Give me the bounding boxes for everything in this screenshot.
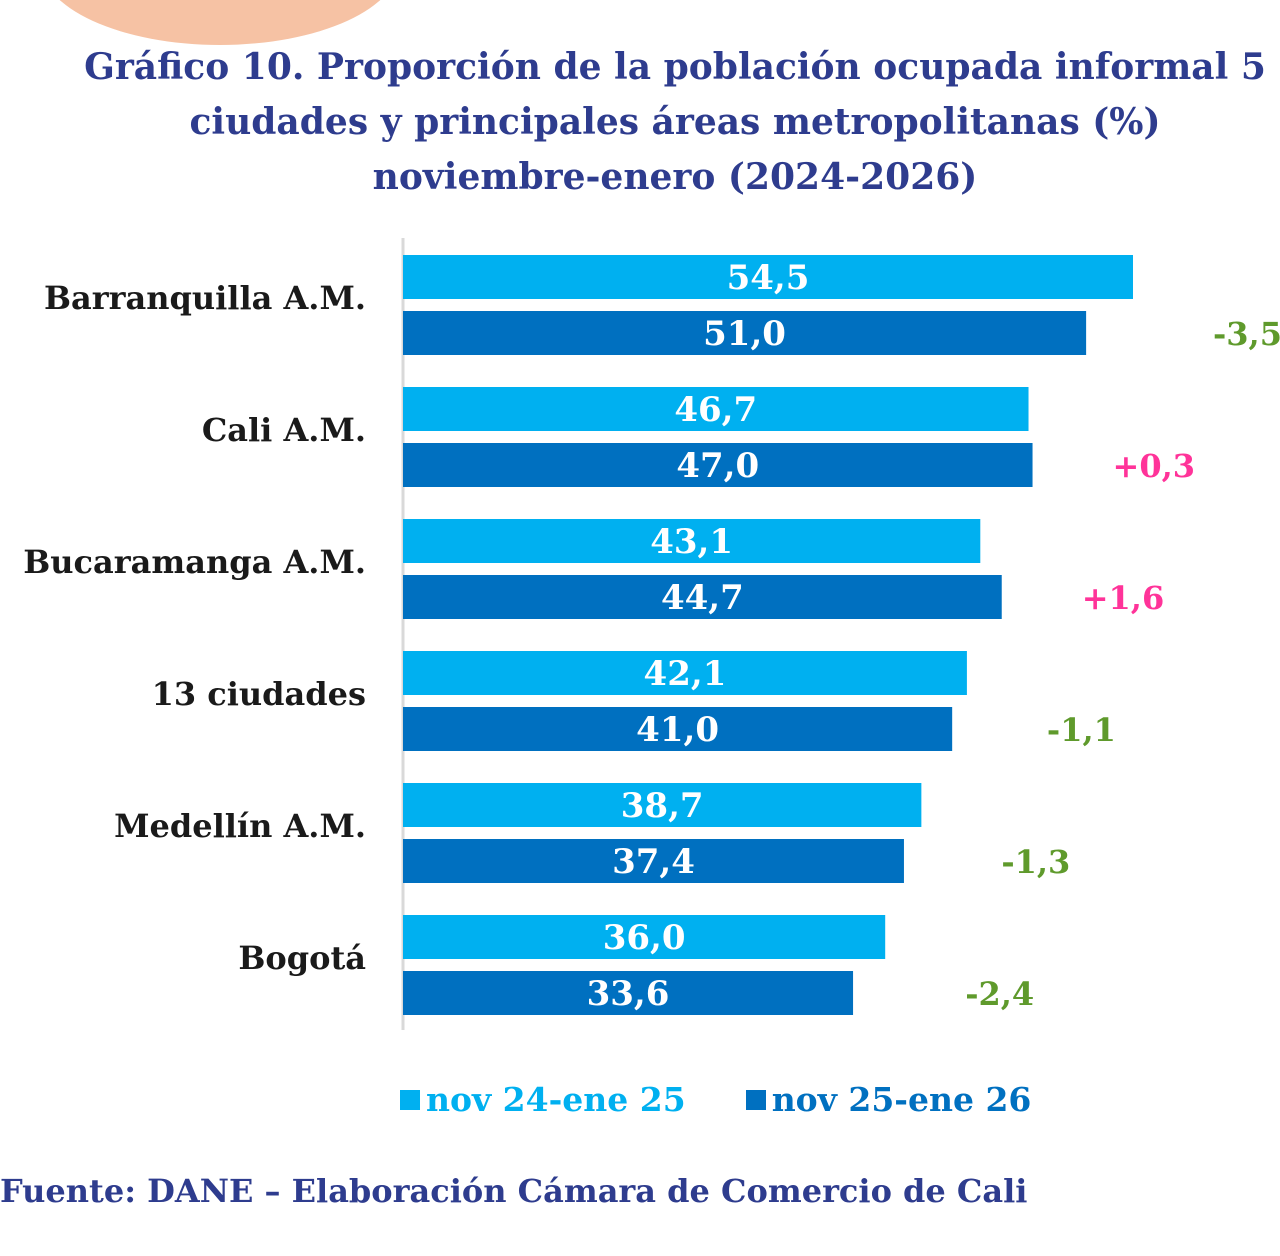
bar	[403, 971, 854, 1015]
data-label: 33,6	[587, 974, 670, 1014]
source-note: Fuente: DANE – Elaboración Cámara de Com…	[0, 1172, 1028, 1210]
bar	[403, 255, 1133, 299]
title-line-2: ciudades y principales áreas metropolita…	[189, 101, 1161, 143]
data-label: 46,7	[674, 390, 757, 430]
change-annotation: +1,6	[1082, 579, 1164, 617]
data-label: 41,0	[636, 710, 719, 750]
change-annotation: -2,4	[965, 975, 1034, 1013]
data-label: 37,4	[612, 842, 695, 882]
data-label: 51,0	[703, 314, 786, 354]
legend-item-series-1: nov 24-ene 25	[400, 1080, 686, 1119]
bar	[403, 783, 922, 827]
legend-label-1: nov 24-ene 25	[426, 1080, 686, 1119]
bar	[403, 707, 953, 751]
category-label: Medellín A.M.	[114, 807, 366, 845]
data-label: 42,1	[644, 654, 727, 694]
category-label: Barranquilla A.M.	[44, 279, 366, 317]
data-label: 54,5	[727, 258, 810, 298]
change-annotation: +0,3	[1113, 447, 1195, 485]
change-annotation: -1,3	[1001, 843, 1070, 881]
change-annotation: -1,1	[1047, 711, 1116, 749]
title-line-3: noviembre-enero (2024-2026)	[372, 156, 978, 198]
data-label: 47,0	[676, 446, 759, 486]
legend-item-series-2: nov 25-ene 26	[745, 1080, 1032, 1119]
data-label: 36,0	[603, 918, 686, 958]
bar	[403, 519, 981, 563]
bar	[403, 443, 1033, 487]
change-annotation: -3,5	[1213, 315, 1280, 353]
bar	[403, 839, 904, 883]
legend-label-2: nov 25-ene 26	[771, 1080, 1032, 1119]
legend: nov 24-ene 25 nov 25-ene 26	[400, 1080, 1031, 1119]
bar	[403, 651, 967, 695]
category-label: Bogotá	[238, 939, 366, 977]
category-label: 13 ciudades	[152, 675, 366, 713]
data-label: 38,7	[621, 786, 704, 826]
data-label: 43,1	[650, 522, 733, 562]
title-line-1: Gráfico 10. Proporción de la población o…	[84, 46, 1266, 88]
category-label: Bucaramanga A.M.	[23, 543, 366, 581]
category-label: Cali A.M.	[202, 411, 366, 449]
bar	[403, 575, 1002, 619]
bar	[403, 311, 1087, 355]
legend-swatch-2	[745, 1089, 766, 1110]
chart-title: Gráfico 10. Proporción de la población o…	[80, 40, 1270, 205]
legend-swatch-1	[400, 1089, 420, 1110]
bar	[403, 387, 1029, 431]
bar	[403, 915, 886, 959]
data-label: 44,7	[661, 578, 744, 618]
